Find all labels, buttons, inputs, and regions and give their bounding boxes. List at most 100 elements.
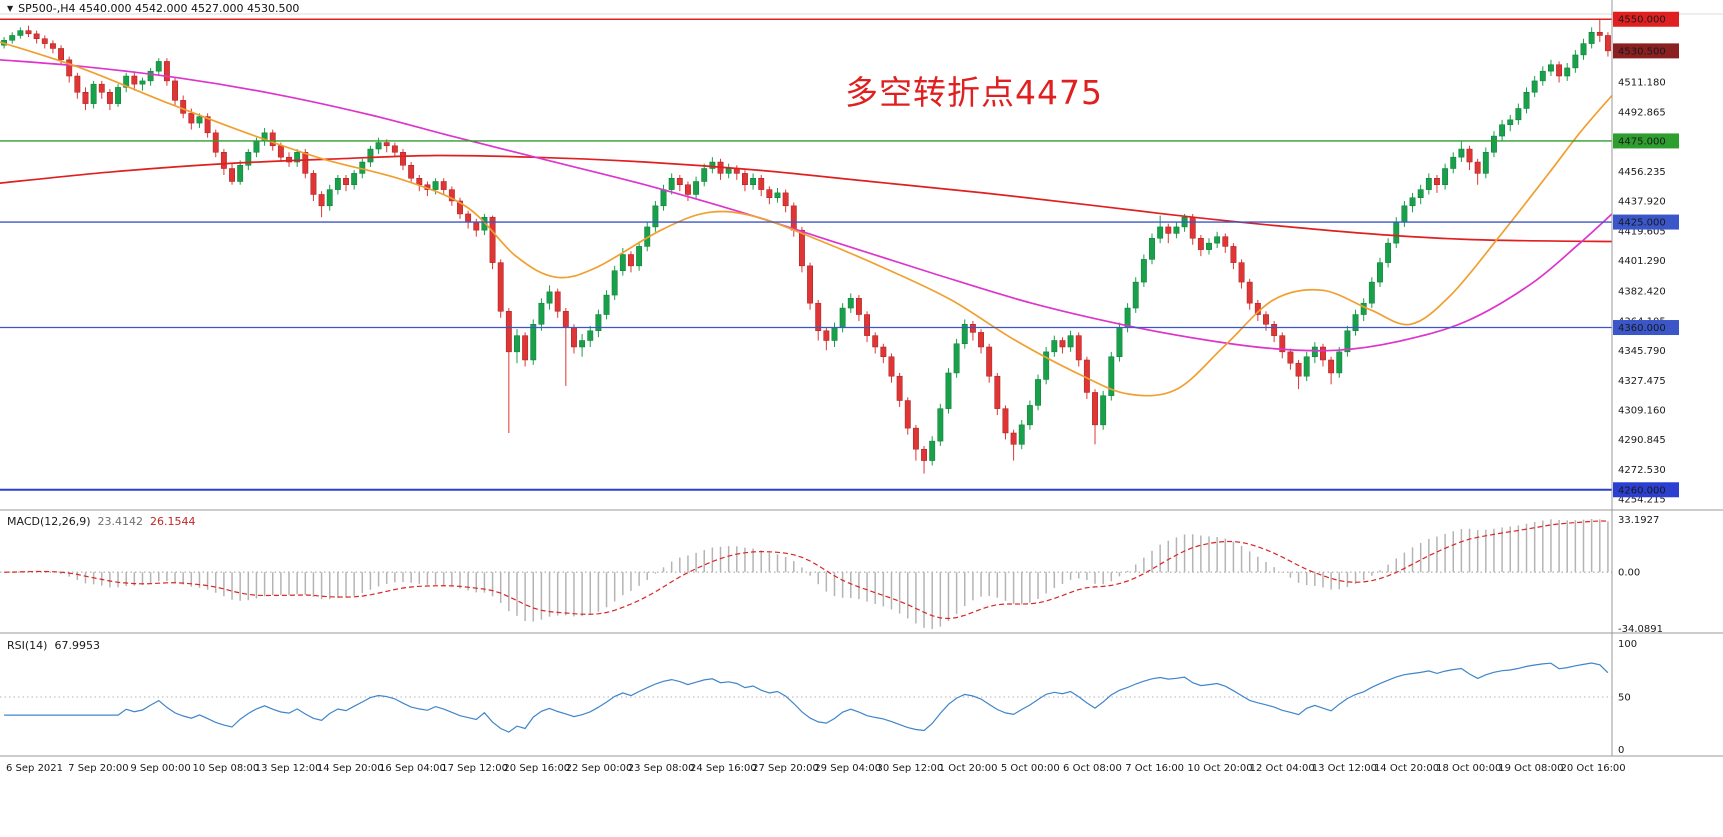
price-tick-label: 4327.475 — [1618, 376, 1666, 387]
bear-candle — [815, 302, 822, 332]
price-badge — [1613, 11, 1679, 27]
time-tick-label: 18 Oct 00:00 — [1436, 763, 1501, 774]
bear-candle — [440, 181, 447, 190]
bear-candle — [758, 178, 765, 190]
time-axis[interactable] — [0, 757, 1723, 837]
price-badge-label: 4260.000 — [1618, 485, 1666, 496]
time-tick-label: 14 Oct 20:00 — [1374, 763, 1439, 774]
bull-candle — [619, 254, 626, 271]
bear-candle — [1246, 281, 1253, 304]
bear-candle — [82, 92, 89, 104]
price-tick-label: 4382.420 — [1618, 287, 1666, 298]
bear-candle — [1010, 432, 1017, 445]
bull-candle — [587, 330, 594, 341]
bull-candle — [1173, 226, 1180, 234]
time-tick-label: 22 Sep 00:00 — [566, 763, 633, 774]
bear-candle — [1556, 64, 1563, 77]
time-tick-label: 27 Sep 20:00 — [752, 763, 819, 774]
bear-candle — [66, 59, 73, 77]
price-tick-label: 4456.235 — [1618, 167, 1666, 178]
time-tick-label: 12 Oct 04:00 — [1250, 763, 1315, 774]
bear-candle — [1604, 35, 1611, 52]
bull-candle — [9, 35, 16, 41]
bull-candle — [123, 75, 130, 88]
bull-candle — [839, 307, 846, 328]
bull-candle — [1531, 80, 1538, 93]
bear-candle — [872, 335, 879, 348]
bull-candle — [17, 30, 24, 36]
bull-candle — [1385, 242, 1392, 263]
bull-candle — [253, 140, 260, 153]
time-tick-label: 20 Sep 16:00 — [503, 763, 570, 774]
bear-candle — [25, 30, 32, 35]
bull-candle — [1482, 152, 1489, 174]
bear-candle — [1263, 314, 1269, 325]
rsi-value: 67.9953 — [54, 639, 100, 652]
bull-candle — [660, 189, 667, 207]
bull-candle — [1336, 351, 1343, 374]
bull-candle — [1132, 281, 1139, 309]
time-tick-label: 9 Sep 00:00 — [130, 763, 190, 774]
price-badge-label: 4425.000 — [1618, 218, 1666, 229]
bull-candle — [1116, 327, 1123, 357]
bull-candle — [514, 335, 520, 353]
bull-candle — [953, 343, 960, 374]
bull-candle — [90, 83, 97, 104]
bear-candle — [864, 314, 870, 336]
main-chart-area[interactable] — [0, 0, 1612, 510]
time-tick-label: 1 Oct 20:00 — [939, 763, 998, 774]
price-badge-label: 4360.000 — [1618, 323, 1666, 334]
bear-candle — [1434, 178, 1440, 185]
bear-candle — [269, 132, 276, 147]
bull-candle — [847, 298, 854, 309]
bull-candle — [1499, 124, 1506, 137]
bull-candle — [1051, 340, 1058, 353]
bull-candle — [1393, 221, 1400, 244]
price-badge — [1613, 214, 1679, 230]
bear-candle — [448, 189, 455, 202]
bear-candle — [49, 43, 56, 49]
bull-candle — [1352, 314, 1359, 332]
price-tick-label: 4272.530 — [1618, 465, 1666, 476]
bear-candle — [286, 156, 292, 163]
price-tick-label: 4419.605 — [1618, 226, 1666, 237]
bull-candle — [945, 372, 952, 409]
bull-candle — [1035, 379, 1041, 406]
bear-candle — [685, 184, 691, 195]
bear-candle — [220, 152, 227, 169]
bull-candle — [1067, 335, 1074, 348]
bear-candle — [212, 132, 219, 153]
bear-candle — [489, 216, 496, 263]
bull-candle — [1108, 356, 1115, 396]
bear-candle — [41, 38, 48, 44]
time-tick-label: 5 Oct 00:00 — [1001, 763, 1060, 774]
bull-candle — [1548, 64, 1554, 72]
bull-candle — [1100, 395, 1107, 426]
bull-candle — [693, 181, 700, 195]
symbol-dropdown-icon[interactable]: ▼ — [7, 3, 14, 13]
bull-candle — [1026, 405, 1033, 426]
bear-candle — [1328, 359, 1335, 374]
bull-candle — [725, 168, 732, 174]
bull-candle — [334, 178, 341, 190]
price-axis[interactable] — [1612, 0, 1723, 756]
bull-candle — [1043, 351, 1050, 380]
bull-candle — [538, 302, 545, 325]
macd-histogram — [11, 519, 1609, 629]
bull-candle — [1572, 54, 1579, 69]
bull-candle — [595, 314, 602, 332]
bull-candle — [937, 408, 944, 442]
bear-candle — [180, 100, 187, 114]
candles-layer — [1, 19, 1611, 474]
bear-candle — [855, 298, 862, 315]
rsi-panel-area[interactable] — [0, 634, 1612, 756]
time-tick-label: 19 Oct 08:00 — [1498, 763, 1563, 774]
bear-candle — [98, 83, 105, 93]
bear-candle — [204, 116, 211, 134]
bull-candle — [636, 246, 643, 267]
price-tick-label: 4437.920 — [1618, 197, 1666, 208]
bear-candle — [798, 229, 805, 267]
bear-candle — [807, 265, 814, 304]
bear-candle — [416, 178, 423, 185]
